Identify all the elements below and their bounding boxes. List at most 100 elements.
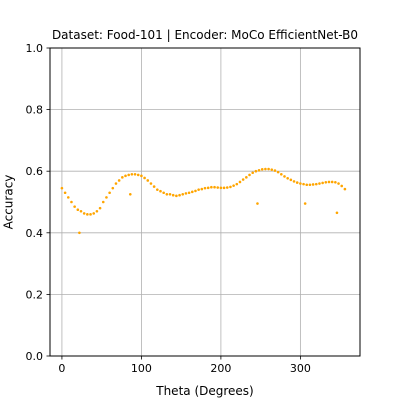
data-point xyxy=(270,168,274,171)
x-tick-label: 300 xyxy=(290,362,311,375)
data-point xyxy=(95,209,99,213)
data-point xyxy=(121,176,124,179)
data-point xyxy=(130,172,134,176)
data-point xyxy=(178,193,181,197)
data-point xyxy=(267,167,270,171)
data-point xyxy=(273,169,277,172)
points-layer xyxy=(60,167,347,235)
data-point xyxy=(283,175,286,178)
data-point xyxy=(165,193,169,196)
data-point xyxy=(311,183,315,186)
y-axis-label: Accuracy xyxy=(2,175,16,230)
data-point xyxy=(149,182,153,185)
y-tick-label: 0.6 xyxy=(26,165,44,178)
data-point xyxy=(175,194,178,198)
data-point xyxy=(289,178,293,182)
data-point xyxy=(334,180,337,184)
data-point xyxy=(162,191,165,195)
grid-layer xyxy=(50,47,360,357)
data-point xyxy=(73,205,76,208)
data-point xyxy=(303,202,307,205)
data-point xyxy=(133,172,137,176)
data-point xyxy=(78,231,81,235)
data-point xyxy=(79,209,83,213)
data-point xyxy=(203,186,207,190)
data-point xyxy=(187,191,191,195)
data-point xyxy=(140,174,143,178)
data-point xyxy=(343,187,347,191)
data-point xyxy=(327,180,331,184)
data-point xyxy=(213,185,216,189)
data-point xyxy=(302,182,305,186)
data-point xyxy=(101,200,105,204)
data-point xyxy=(159,189,162,193)
data-point xyxy=(66,196,70,199)
plot-frame xyxy=(49,47,361,357)
data-point xyxy=(70,200,73,204)
data-point xyxy=(171,193,175,197)
data-point xyxy=(63,191,67,195)
data-point xyxy=(245,176,248,179)
data-point xyxy=(143,176,146,180)
data-point xyxy=(190,190,194,194)
data-point xyxy=(292,180,296,183)
data-point xyxy=(146,179,150,182)
data-point xyxy=(98,206,102,210)
data-point xyxy=(128,193,132,196)
data-point xyxy=(308,183,312,187)
data-point xyxy=(76,208,80,211)
data-point xyxy=(111,186,115,190)
data-point xyxy=(264,167,267,171)
data-point xyxy=(136,173,140,177)
y-tick-label: 0.0 xyxy=(26,350,44,363)
data-point xyxy=(127,173,130,177)
data-point xyxy=(82,212,86,215)
data-point xyxy=(222,186,226,190)
ticks-layer: 0 100 200 300 0.0 0.2 0.4 0.6 0.8 1.0 xyxy=(26,42,311,375)
data-point xyxy=(330,180,334,184)
data-point xyxy=(86,213,89,216)
data-point xyxy=(114,182,118,185)
data-point xyxy=(248,173,251,177)
data-point xyxy=(340,184,344,188)
data-point xyxy=(295,181,299,184)
data-point xyxy=(321,181,324,185)
data-point xyxy=(257,168,261,172)
data-point xyxy=(235,182,239,186)
data-point xyxy=(152,185,156,188)
data-point xyxy=(276,170,280,174)
data-point xyxy=(60,186,64,190)
data-point xyxy=(314,182,318,186)
data-point xyxy=(219,186,223,190)
data-point xyxy=(92,212,96,215)
data-point xyxy=(194,189,197,193)
data-point xyxy=(229,185,232,189)
data-point xyxy=(254,169,258,173)
data-point xyxy=(206,186,210,190)
data-point xyxy=(280,172,283,176)
data-point xyxy=(335,211,339,215)
data-point xyxy=(241,178,245,181)
data-point xyxy=(305,183,309,187)
data-point xyxy=(168,193,172,196)
data-point xyxy=(197,188,200,191)
y-tick-label: 0.4 xyxy=(26,227,44,240)
data-point xyxy=(251,171,254,175)
y-tick-label: 0.8 xyxy=(26,104,44,117)
x-axis-label: Theta (Degrees) xyxy=(155,384,253,398)
data-point xyxy=(238,180,242,184)
data-point xyxy=(225,186,229,189)
data-point xyxy=(89,213,92,216)
data-point xyxy=(260,168,264,171)
data-point xyxy=(108,191,111,195)
data-point xyxy=(232,184,235,187)
data-point xyxy=(181,193,185,196)
data-point xyxy=(216,186,220,189)
y-tick-label: 1.0 xyxy=(26,42,44,55)
data-point xyxy=(256,202,259,205)
data-point xyxy=(156,188,159,191)
data-point xyxy=(318,182,321,185)
y-tick-label: 0.2 xyxy=(26,288,44,301)
data-point xyxy=(299,182,302,185)
